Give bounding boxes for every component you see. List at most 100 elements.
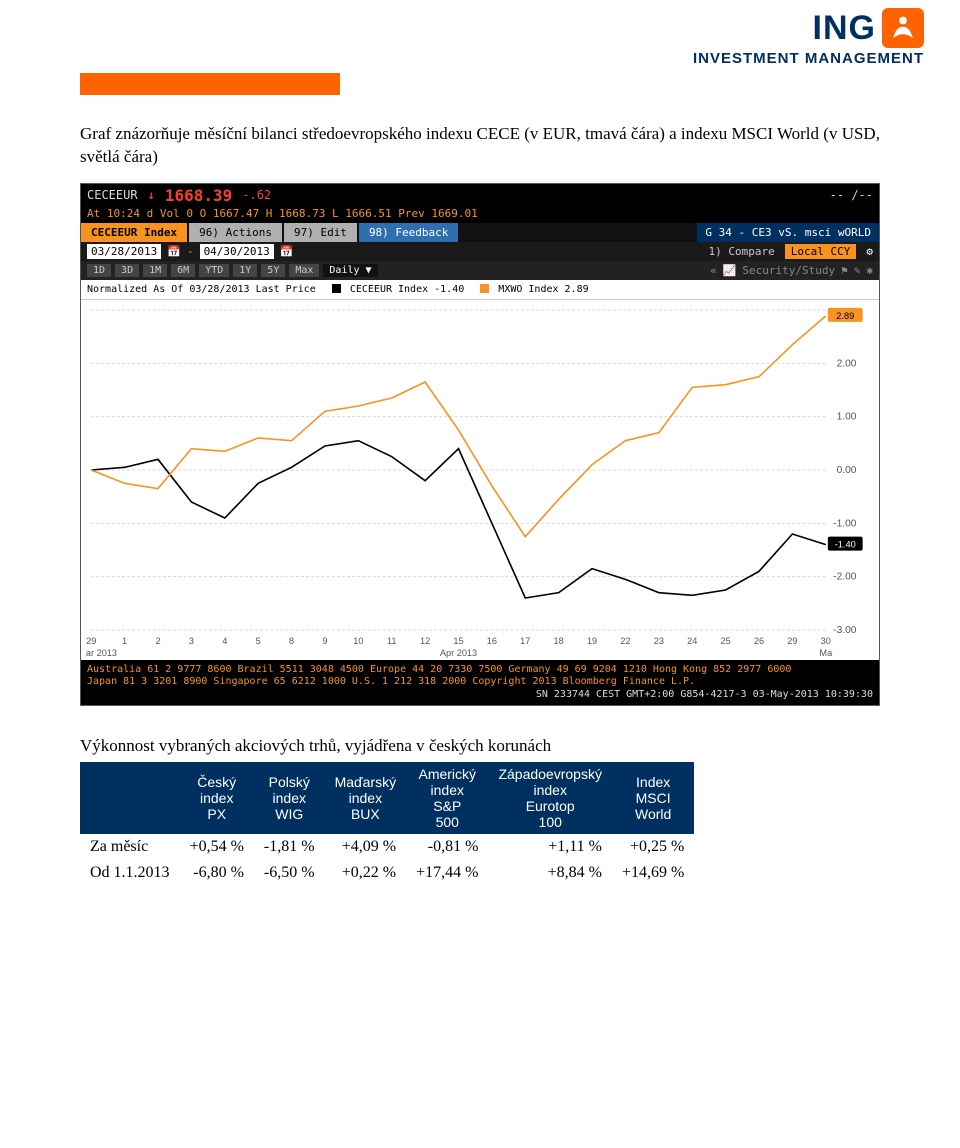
range-btn[interactable]: 6M	[171, 264, 195, 277]
table-row: Od 1.1.2013-6,80 %-6,50 %+0,22 %+17,44 %…	[80, 860, 694, 886]
tab-chart-title: G 34 - CE3 vS. msci wORLD	[697, 223, 879, 242]
local-ccy[interactable]: Local CCY	[785, 244, 857, 259]
range-btn[interactable]: 3D	[115, 264, 139, 277]
price-change: -.62	[242, 188, 271, 202]
svg-text:-1.40: -1.40	[835, 540, 856, 550]
flag-icon[interactable]: ⚑	[841, 264, 848, 277]
svg-text:5: 5	[256, 636, 261, 646]
line-chart: 2.001.000.00-1.00-2.00-3.002912345891011…	[81, 300, 879, 660]
svg-text:17: 17	[520, 636, 530, 646]
svg-text:26: 26	[754, 636, 764, 646]
svg-text:1.00: 1.00	[837, 412, 857, 423]
svg-text:-2.00: -2.00	[833, 572, 857, 583]
svg-text:9: 9	[322, 636, 327, 646]
svg-text:3: 3	[189, 636, 194, 646]
svg-text:0.00: 0.00	[837, 465, 857, 476]
tab-index[interactable]: CECEEUR Index	[81, 223, 187, 242]
table-cell: +0,22 %	[325, 860, 407, 886]
table-header	[80, 762, 180, 834]
tab-actions[interactable]: 96) Actions	[189, 223, 282, 242]
table-header: ČeskýindexPX	[180, 762, 254, 834]
table-cell: +17,44 %	[406, 860, 488, 886]
table-cell: +14,69 %	[612, 860, 694, 886]
date-from[interactable]: 03/28/2013	[87, 244, 161, 259]
svg-text:Apr 2013: Apr 2013	[440, 648, 477, 658]
ticker-symbol: CECEEUR	[87, 188, 138, 202]
svg-text:ar 2013: ar 2013	[86, 648, 117, 658]
table-cell: +1,11 %	[488, 834, 612, 860]
table-cell: -0,81 %	[406, 834, 488, 860]
chart-legend: Normalized As Of 03/28/2013 Last Price C…	[81, 280, 879, 300]
performance-table: ČeskýindexPXPolskýindexWIGMaďarskýindexB…	[80, 762, 694, 886]
table-cell: Od 1.1.2013	[80, 860, 180, 886]
ohlc-line: At 10:24 d Vol 0 O 1667.47 H 1668.73 L 1…	[81, 207, 879, 223]
svg-text:2.89: 2.89	[836, 311, 854, 321]
page-header: ING INVESTMENT MANAGEMENT	[0, 0, 960, 67]
price-arrow-icon: ↓	[148, 188, 155, 202]
svg-text:1: 1	[122, 636, 127, 646]
range-btn[interactable]: 1D	[87, 264, 111, 277]
gear-icon[interactable]: ⚙	[866, 245, 873, 258]
calendar-icon[interactable]: 📅	[167, 245, 181, 258]
svg-text:24: 24	[687, 636, 697, 646]
table-cell: -6,80 %	[180, 860, 254, 886]
date-to[interactable]: 04/30/2013	[200, 244, 274, 259]
calendar-icon[interactable]: 📅	[280, 245, 294, 258]
svg-text:10: 10	[353, 636, 363, 646]
svg-text:29: 29	[86, 636, 96, 646]
bloomberg-terminal: CECEEUR ↓ 1668.39 -.62 -- /-- At 10:24 d…	[80, 183, 880, 707]
table-cell: +0,25 %	[612, 834, 694, 860]
table-cell: +4,09 %	[325, 834, 407, 860]
svg-text:11: 11	[387, 636, 397, 646]
table-cell: +0,54 %	[180, 834, 254, 860]
legend-swatch-black	[332, 284, 341, 293]
svg-text:18: 18	[554, 636, 564, 646]
table-header: IndexMSCI World	[612, 762, 694, 834]
last-price: 1668.39	[165, 186, 232, 205]
table-header: MaďarskýindexBUX	[325, 762, 407, 834]
svg-text:2.00: 2.00	[837, 358, 857, 369]
table-cell: Za měsíc	[80, 834, 180, 860]
svg-text:23: 23	[654, 636, 664, 646]
svg-text:2: 2	[155, 636, 160, 646]
compare-link[interactable]: 1) Compare	[709, 245, 775, 258]
range-btn[interactable]: Max	[289, 264, 319, 277]
interval-daily[interactable]: Daily ▼	[323, 264, 377, 277]
table-header: ZápadoevropskýindexEurotop100	[488, 762, 612, 834]
tab-edit[interactable]: 97) Edit	[284, 223, 357, 242]
svg-text:-1.00: -1.00	[833, 518, 857, 529]
svg-text:30: 30	[821, 636, 831, 646]
tab-feedback[interactable]: 98) Feedback	[359, 223, 458, 242]
svg-text:4: 4	[222, 636, 227, 646]
svg-text:22: 22	[620, 636, 630, 646]
perf-title: Výkonnost vybraných akciových trhů, vyjá…	[0, 706, 960, 762]
table-row: Za měsíc+0,54 %-1,81 %+4,09 %-0,81 %+1,1…	[80, 834, 694, 860]
svg-text:12: 12	[420, 636, 430, 646]
svg-text:-3.00: -3.00	[833, 625, 857, 636]
range-btn[interactable]: 5Y	[261, 264, 285, 277]
lion-icon	[882, 8, 924, 48]
svg-text:19: 19	[587, 636, 597, 646]
svg-text:29: 29	[787, 636, 797, 646]
svg-text:25: 25	[721, 636, 731, 646]
chart-icon[interactable]: 📈	[723, 264, 737, 277]
table-header: AmerickýindexS&P500	[406, 762, 488, 834]
table-cell: -6,50 %	[254, 860, 325, 886]
range-btn[interactable]: 1M	[143, 264, 167, 277]
table-header: PolskýindexWIG	[254, 762, 325, 834]
sub-brand: INVESTMENT MANAGEMENT	[693, 50, 924, 67]
terminal-footer: Australia 61 2 9777 8600 Brazil 5511 304…	[81, 660, 879, 706]
settings-icon[interactable]: ✱	[866, 264, 873, 277]
table-cell: +8,84 %	[488, 860, 612, 886]
svg-text:8: 8	[289, 636, 294, 646]
svg-text:15: 15	[453, 636, 463, 646]
brand-wordmark: ING	[813, 9, 876, 48]
top-dashes: -- /--	[830, 188, 873, 202]
intro-paragraph: Graf znázorňuje měsíční bilanci středoev…	[0, 95, 960, 183]
range-btn[interactable]: 1Y	[233, 264, 257, 277]
security-study[interactable]: Security/Study	[742, 264, 835, 277]
legend-swatch-orange	[480, 284, 489, 293]
table-cell: -1,81 %	[254, 834, 325, 860]
range-btn[interactable]: YTD	[199, 264, 229, 277]
edit-icon[interactable]: ✎	[854, 264, 861, 277]
